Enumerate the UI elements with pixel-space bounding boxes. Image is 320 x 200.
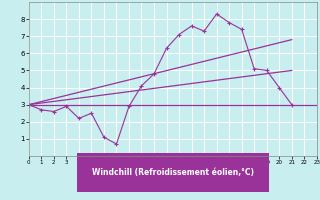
X-axis label: Windchill (Refroidissement éolien,°C): Windchill (Refroidissement éolien,°C): [92, 168, 254, 177]
